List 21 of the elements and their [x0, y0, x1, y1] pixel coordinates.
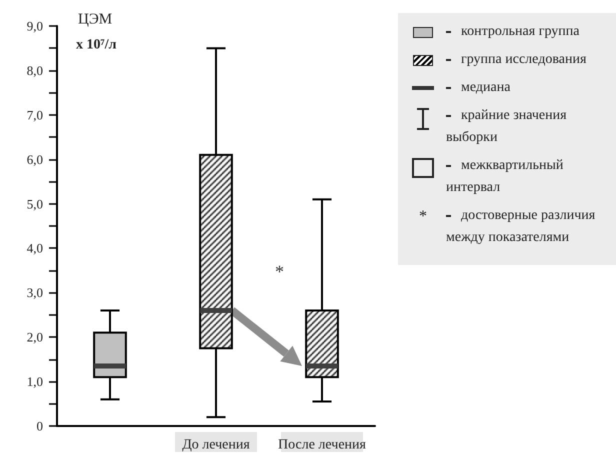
- annotation: *: [275, 261, 284, 282]
- y-tick-label: 3,0: [26, 285, 43, 300]
- text: контрольная группа: [460, 23, 580, 41]
- text: медиана: [460, 79, 512, 97]
- y-tick-label: 2,0: [26, 330, 43, 345]
- x-tick-label: До лечения: [182, 438, 250, 452]
- text: крайние значения выборки: [446, 107, 568, 147]
- y-tick-label: 0: [36, 418, 43, 434]
- y-tick-label: 9,0: [26, 18, 43, 34]
- text: группа исследования: [460, 51, 586, 69]
- y-tick-label: 8,0: [26, 62, 43, 78]
- asterisk-icon: *: [419, 208, 427, 226]
- y-tick-label: 4,0: [26, 240, 43, 256]
- x-tick-label: После лечения: [278, 438, 367, 452]
- y-tick-label: 6,0: [26, 152, 43, 167]
- text: достоверные различия между показателями: [446, 207, 596, 247]
- y-tick-label: 7,0: [26, 107, 43, 122]
- y-axis-title: ЦЭМ x 10⁷/л: [76, 12, 117, 52]
- y-tick-label: 5,0: [26, 196, 43, 212]
- y-tick-label: 1,0: [26, 374, 43, 390]
- text: межквартильный интервал: [446, 157, 564, 197]
